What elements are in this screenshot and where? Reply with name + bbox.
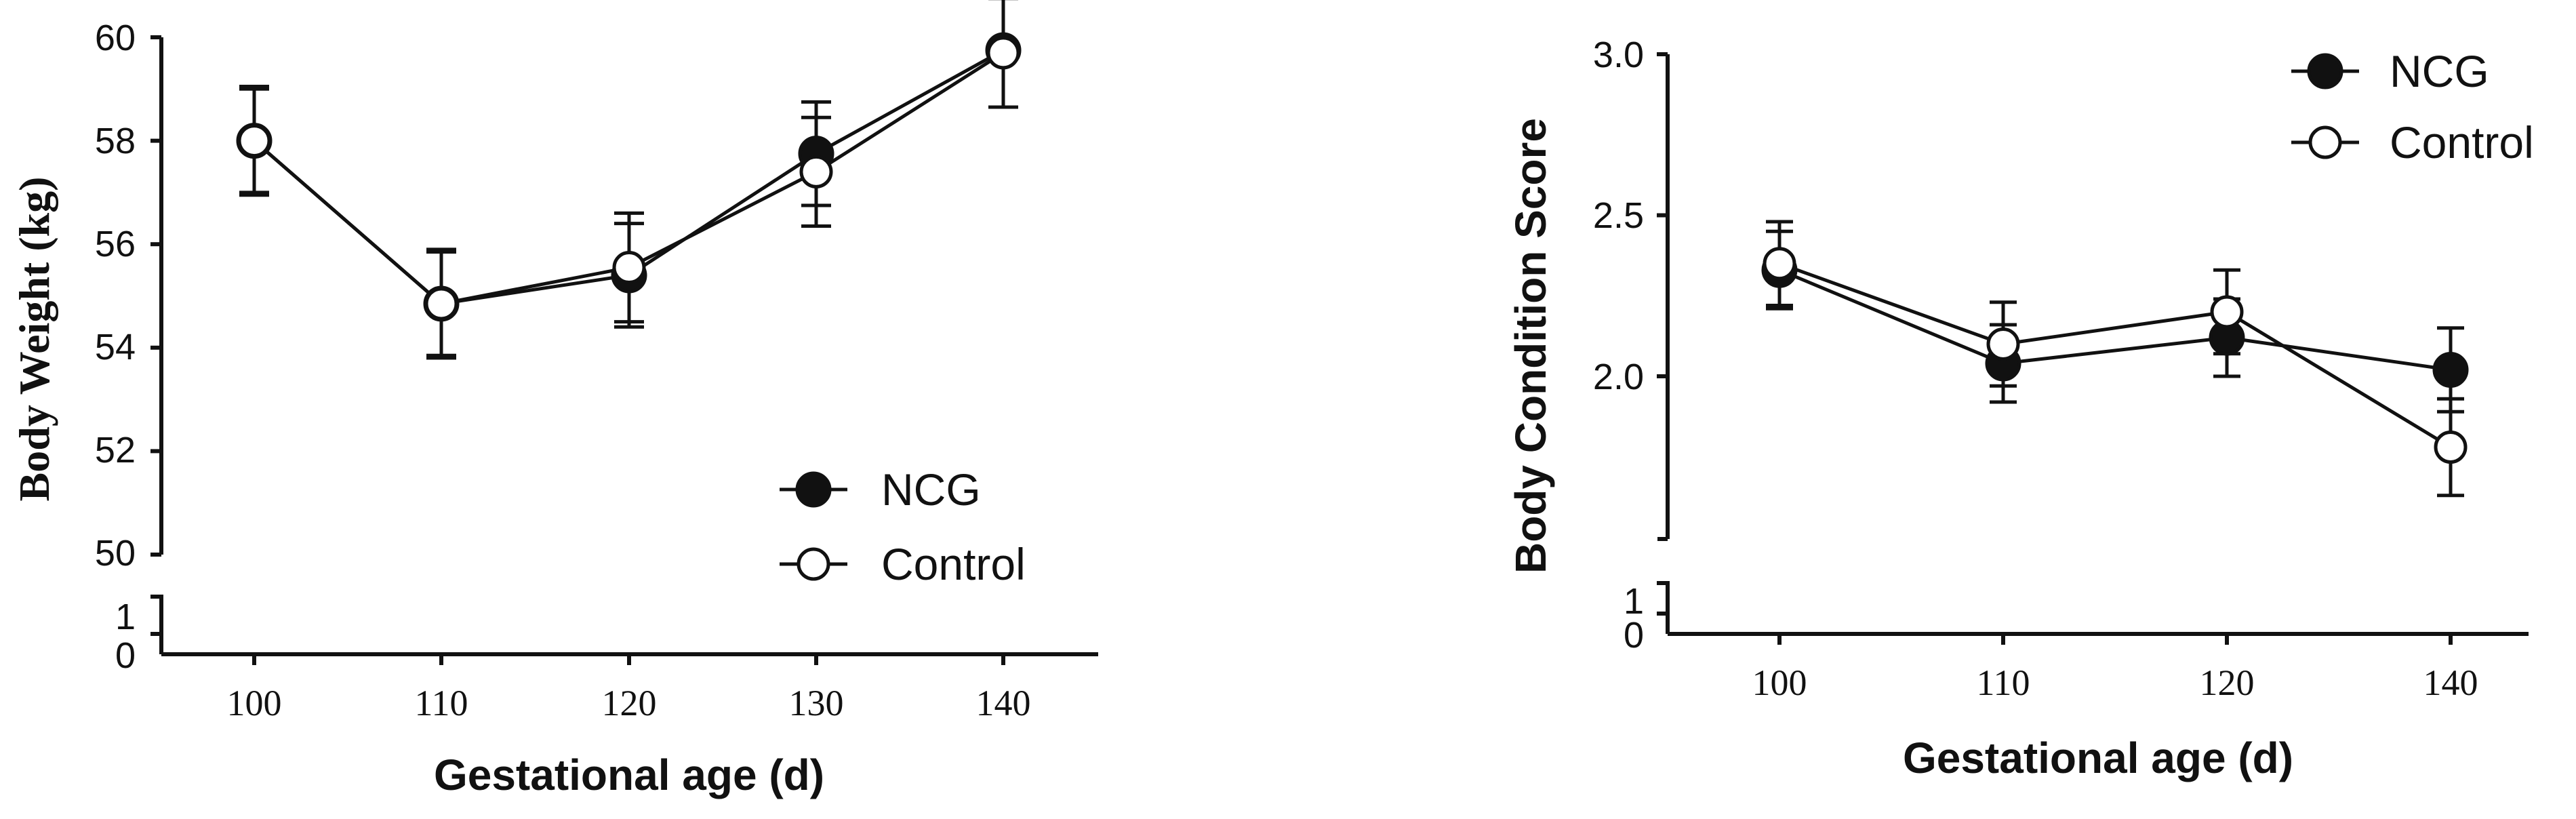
data-point-control bbox=[424, 287, 458, 321]
legend-marker-ncg bbox=[2307, 53, 2343, 89]
legend-label-ncg: NCG bbox=[2390, 46, 2489, 96]
body-weight-chart: 60 58 56 54 52 50 1 0 100 110 120 130 14… bbox=[10, 0, 1098, 799]
y-tick-label: 56 bbox=[95, 224, 136, 264]
legend-label-ncg: NCG bbox=[881, 464, 981, 515]
legend-label-control: Control bbox=[2390, 117, 2534, 167]
data-point-control bbox=[2210, 295, 2244, 329]
series-line bbox=[1779, 262, 2452, 449]
x-tick-label: 140 bbox=[2423, 662, 2478, 703]
data-point-control bbox=[799, 155, 833, 188]
x-tick-label: 140 bbox=[976, 683, 1031, 723]
legend-marker-control bbox=[2308, 125, 2342, 159]
y-tick-label: 60 bbox=[95, 18, 136, 58]
x-tick-label: 110 bbox=[1977, 662, 2030, 703]
y-break-tick-label: 1 bbox=[1624, 581, 1644, 622]
legend-marker-ncg bbox=[795, 471, 832, 508]
y-tick-labels: 60 58 56 54 52 50 1 0 bbox=[95, 18, 136, 676]
y-axis-title: Body Condition Score bbox=[1506, 118, 1555, 574]
series-line bbox=[1779, 268, 2451, 372]
data-point-control bbox=[2434, 431, 2468, 464]
series-control bbox=[1763, 220, 2468, 498]
x-axis-title: Gestational age (d) bbox=[434, 751, 824, 799]
y-tick-label: 50 bbox=[95, 533, 136, 574]
y-axis-title: Body Weight (kg) bbox=[10, 177, 58, 502]
x-ticks bbox=[1777, 634, 2453, 645]
y-tick-labels: 3.0 2.5 2.0 1 0 bbox=[1593, 35, 1644, 656]
data-point-control bbox=[1986, 327, 2020, 361]
x-tick-label: 130 bbox=[789, 683, 844, 723]
y-break-tick-label: 0 bbox=[1624, 615, 1644, 656]
body-condition-score-chart: 3.0 2.5 2.0 1 0 100 110 120 140 Body Con… bbox=[1506, 35, 2534, 782]
data-point-control bbox=[237, 124, 271, 158]
y-tick-label: 2.0 bbox=[1593, 357, 1644, 397]
y-axis-break-mark bbox=[1657, 581, 1670, 634]
series-control bbox=[237, 0, 1020, 360]
legend-label-control: Control bbox=[881, 539, 1026, 589]
body-condition-plot bbox=[1761, 220, 2469, 498]
y-ticks bbox=[150, 35, 161, 636]
x-tick-labels: 100 110 120 140 bbox=[1752, 662, 2478, 703]
x-tick-label: 120 bbox=[602, 683, 657, 723]
x-tick-label: 100 bbox=[1752, 662, 1807, 703]
y-break-tick-label: 0 bbox=[115, 635, 136, 676]
y-tick-label: 54 bbox=[95, 327, 136, 367]
x-axis-title: Gestational age (d) bbox=[1903, 734, 2293, 782]
y-tick-label: 58 bbox=[95, 121, 136, 161]
legend: NCG Control bbox=[780, 464, 1026, 589]
legend: NCG Control bbox=[2291, 46, 2534, 167]
y-tick-label: 2.5 bbox=[1593, 195, 1644, 236]
y-break-tick-label: 1 bbox=[115, 597, 136, 637]
data-point-control bbox=[986, 36, 1020, 70]
data-point-ncg bbox=[2432, 352, 2469, 388]
x-tick-labels: 100 110 120 130 140 bbox=[227, 683, 1031, 723]
series-ncg bbox=[1761, 229, 2469, 414]
x-tick-label: 110 bbox=[415, 683, 468, 723]
y-tick-label: 52 bbox=[95, 430, 136, 471]
x-ticks bbox=[252, 654, 1005, 665]
x-tick-label: 120 bbox=[2200, 662, 2255, 703]
y-axis-break-mark bbox=[150, 595, 163, 654]
data-point-control bbox=[612, 251, 646, 285]
y-tick-label: 3.0 bbox=[1593, 35, 1644, 75]
legend-marker-control bbox=[797, 547, 830, 581]
y-ticks bbox=[1657, 52, 1668, 616]
body-weight-plot bbox=[236, 0, 1022, 360]
x-tick-label: 100 bbox=[227, 683, 282, 723]
data-point-control bbox=[1763, 247, 1796, 281]
